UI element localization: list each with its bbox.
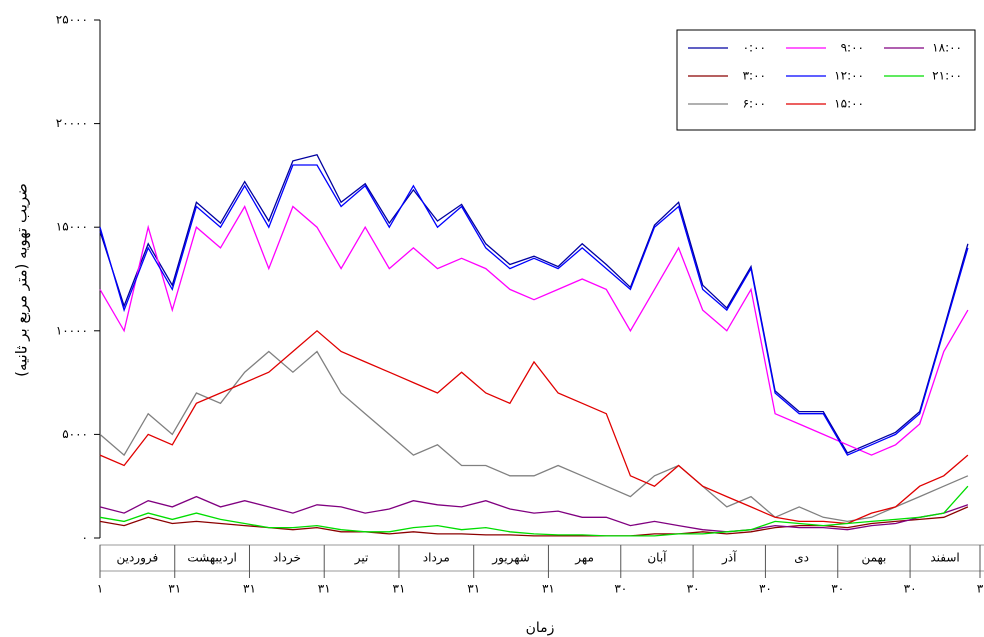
month-label: اسفند: [930, 551, 959, 565]
x-tick-label: ۳۱: [168, 582, 181, 596]
x-tick-label: ۳۱: [467, 582, 480, 596]
y-tick-label: ۲۵۰۰۰: [56, 13, 88, 27]
month-label: شهریور: [491, 551, 530, 566]
y-tick-label: ۱۵۰۰۰: [56, 220, 88, 234]
legend-box: [676, 29, 976, 131]
y-tick-label: ۵۰۰۰: [62, 427, 88, 441]
month-label: دی: [794, 551, 809, 565]
legend-label: ۹:۰۰: [841, 41, 864, 55]
month-label: آبان: [647, 550, 667, 565]
y-tick-label: ۰: [82, 531, 88, 545]
y-tick-label: ۲۰۰۰۰: [56, 116, 88, 130]
series-line: [99, 495, 969, 533]
y-axis-label: ضریب تهویه (متر مربع بر ثانیه): [13, 183, 31, 377]
x-tick-label: ۳۱: [318, 582, 331, 596]
series-line: [99, 350, 969, 523]
x-axis-label: زمان: [526, 620, 555, 636]
month-label: بهمن: [861, 551, 886, 566]
legend-label: ۶:۰۰: [743, 97, 766, 111]
legend-label: ۱۲:۰۰: [834, 69, 864, 83]
y-tick-label: ۱۰۰۰۰: [56, 323, 88, 337]
legend-label: ۳:۰۰: [743, 69, 766, 83]
series-line: [99, 164, 969, 456]
legend-label: ۲۱:۰۰: [932, 69, 962, 83]
legend-label: ۱۵:۰۰: [834, 97, 864, 111]
x-tick-label: ۳۰: [904, 582, 917, 596]
series-line: [99, 205, 969, 456]
series-line: [99, 485, 969, 537]
x-tick-label: ۳۱: [243, 582, 256, 596]
month-label: خرداد: [273, 551, 301, 566]
month-label: آذر: [721, 550, 737, 566]
x-tick-label: ۱: [97, 582, 103, 596]
x-tick-label: ۳۰: [614, 582, 627, 596]
x-tick-label: ۳۰: [759, 582, 772, 596]
x-tick-label: ۳: [977, 582, 984, 596]
x-tick-label: ۳۰: [831, 582, 844, 596]
series-line: [99, 153, 969, 454]
month-label: اردیبهشت: [187, 551, 236, 566]
month-label: فروردین: [116, 551, 158, 566]
x-tick-label: ۳۱: [542, 582, 555, 596]
month-label: تیر: [354, 551, 369, 566]
x-tick-label: ۳۱: [393, 582, 406, 596]
legend-label: ۰:۰۰: [743, 41, 766, 55]
legend-label: ۱۸:۰۰: [932, 41, 962, 55]
series-line: [99, 329, 969, 525]
month-label: مرداد: [423, 551, 450, 566]
month-label: مهر: [574, 551, 594, 566]
x-tick-label: ۳۰: [687, 582, 700, 596]
